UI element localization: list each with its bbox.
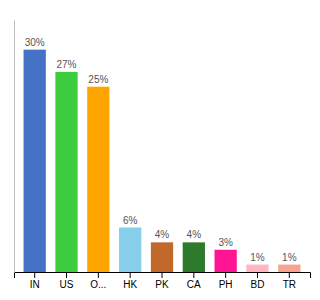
data-label: 4% — [187, 229, 202, 240]
x-tick: TR — [283, 272, 296, 290]
y-axis-line — [14, 21, 15, 273]
x-tick-label: O... — [90, 279, 106, 290]
bar — [246, 265, 268, 272]
chart: IN US O... HK PK CA PH BD TR 30% 27% 25% 6% 4% 4% 3% 1% 1… — [0, 0, 320, 300]
bar — [87, 87, 109, 272]
x-tick-label: PH — [219, 279, 233, 290]
x-tick: BD — [251, 272, 265, 290]
x-tick-mark — [130, 272, 131, 278]
bar — [215, 250, 237, 272]
data-label: 30% — [25, 37, 45, 48]
data-label: 25% — [88, 74, 108, 85]
bar — [24, 50, 46, 272]
bars — [24, 50, 301, 272]
x-tick: CA — [187, 272, 201, 290]
x-tick-label: HK — [123, 279, 137, 290]
bar — [278, 265, 300, 272]
x-axis-line — [15, 273, 311, 279]
x-tick-label: CA — [187, 279, 201, 290]
data-label: 1% — [250, 252, 265, 263]
x-tick-mark — [225, 272, 226, 278]
x-tick-mark — [34, 272, 35, 278]
data-label: 6% — [123, 215, 138, 226]
x-tick-label: US — [60, 279, 74, 290]
x-tick-mark — [66, 272, 67, 278]
plot: IN US O... HK PK CA PH BD TR 30% 27% 25% 6% 4% 4% 3% 1% 1… — [15, 21, 311, 291]
x-tick-mark — [193, 272, 194, 278]
x-tick-label: IN — [30, 279, 40, 290]
x-tick: HK — [123, 272, 137, 290]
data-label: 27% — [57, 59, 77, 70]
bar — [151, 242, 173, 272]
x-tick-mark — [162, 272, 163, 278]
x-axis: IN US O... HK PK CA PH BD TR — [15, 272, 311, 290]
x-tick: IN — [30, 272, 40, 290]
x-tick: US — [60, 272, 74, 290]
x-tick: O... — [90, 272, 106, 290]
x-tick: PH — [219, 272, 233, 290]
data-label: 1% — [282, 252, 297, 263]
y-axis — [14, 21, 15, 273]
bar — [183, 242, 205, 272]
data-labels: 30% 27% 25% 6% 4% 4% 3% 1% 1% — [25, 37, 297, 263]
x-tick-label: PK — [155, 279, 169, 290]
data-label: 4% — [155, 229, 170, 240]
x-tick-mark — [98, 272, 99, 278]
bar — [55, 72, 77, 272]
x-tick-label: TR — [283, 279, 296, 290]
x-tick-mark — [257, 272, 258, 278]
bar — [119, 228, 141, 272]
x-tick: PK — [155, 272, 169, 290]
data-label: 3% — [218, 237, 233, 248]
x-tick-mark — [289, 272, 290, 278]
x-tick-label: BD — [251, 279, 265, 290]
